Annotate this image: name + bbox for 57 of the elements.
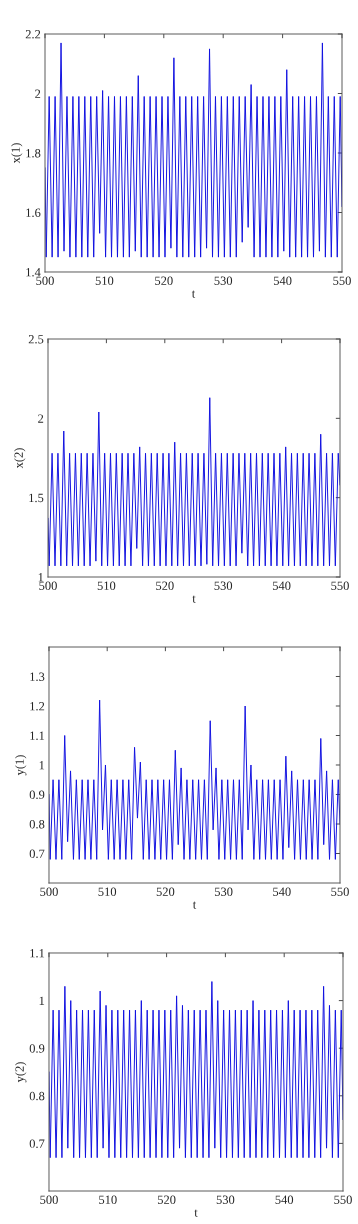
x-tick-label: 550 xyxy=(333,276,351,285)
y-tick-label: 0.9 xyxy=(29,790,45,800)
y-tick-label: 1 xyxy=(39,996,45,1005)
x-tick-label: 510 xyxy=(97,581,116,590)
x-tick-label: 530 xyxy=(216,1195,235,1204)
x-tick-label: 500 xyxy=(40,1195,58,1204)
x-tick-label: 500 xyxy=(39,581,57,590)
x-tick-label: 500 xyxy=(40,887,58,896)
x-tick-label: 540 xyxy=(275,1195,294,1204)
x-tick-label: 540 xyxy=(272,581,291,590)
x-axis-title: t xyxy=(191,290,196,298)
y-axis-title: x(1) xyxy=(11,143,23,164)
y-tick-label: 0.9 xyxy=(29,1044,45,1053)
x-axis-title: t xyxy=(192,901,197,909)
y-tick-label: 1.1 xyxy=(30,731,45,741)
x-axis-title: t xyxy=(192,595,196,603)
y-tick-label: 1.6 xyxy=(26,208,41,218)
line-series xyxy=(45,42,342,258)
y-axis-title: y(2) xyxy=(15,1062,27,1083)
y-tick-label: 2.5 xyxy=(28,335,44,344)
x-tick-label: 540 xyxy=(273,887,291,896)
x-tick-label: 550 xyxy=(334,1195,352,1204)
y-tick-label: 1.8 xyxy=(26,149,41,158)
y-tick-label: 0.8 xyxy=(29,820,45,829)
y-tick-label: 1.1 xyxy=(30,949,45,958)
y-tick-label: 1.5 xyxy=(29,493,44,503)
x-tick-label: 510 xyxy=(95,276,114,285)
y-tick-label: 0.7 xyxy=(29,849,45,859)
x-tick-label: 530 xyxy=(214,276,233,285)
x-tick-label: 550 xyxy=(331,581,349,590)
y-axis-title: y(1) xyxy=(15,755,27,776)
y-tick-label: 2.2 xyxy=(25,30,41,39)
y-axis-title: x(2) xyxy=(14,448,26,469)
x-tick-label: 510 xyxy=(98,887,117,896)
y-tick-label: 1 xyxy=(38,573,44,582)
x-tick-label: 530 xyxy=(214,581,233,590)
y-tick-label: 1.3 xyxy=(30,672,45,682)
line-series xyxy=(49,699,340,860)
x-axis-title: t xyxy=(194,1209,198,1217)
x-tick-label: 520 xyxy=(156,887,175,896)
y-tick-label: 1.2 xyxy=(30,702,45,711)
x-tick-label: 500 xyxy=(36,276,54,285)
y-tick-label: 2 xyxy=(35,89,41,98)
y-tick-label: 2 xyxy=(38,414,44,423)
x-tick-label: 520 xyxy=(155,276,173,285)
x-tick-label: 550 xyxy=(331,887,349,896)
x-tick-label: 520 xyxy=(156,581,174,590)
y-tick-label: 1 xyxy=(39,761,45,770)
y-tick-label: 0.8 xyxy=(29,1091,45,1101)
y-tick-label: 0.7 xyxy=(29,1139,45,1148)
y-tick-label: 1.4 xyxy=(26,268,41,277)
line-series xyxy=(48,397,340,567)
x-tick-label: 520 xyxy=(157,1195,176,1204)
x-tick-label: 530 xyxy=(214,887,233,896)
line-series xyxy=(49,981,343,1159)
x-tick-label: 540 xyxy=(273,276,292,285)
x-tick-label: 510 xyxy=(99,1195,117,1204)
